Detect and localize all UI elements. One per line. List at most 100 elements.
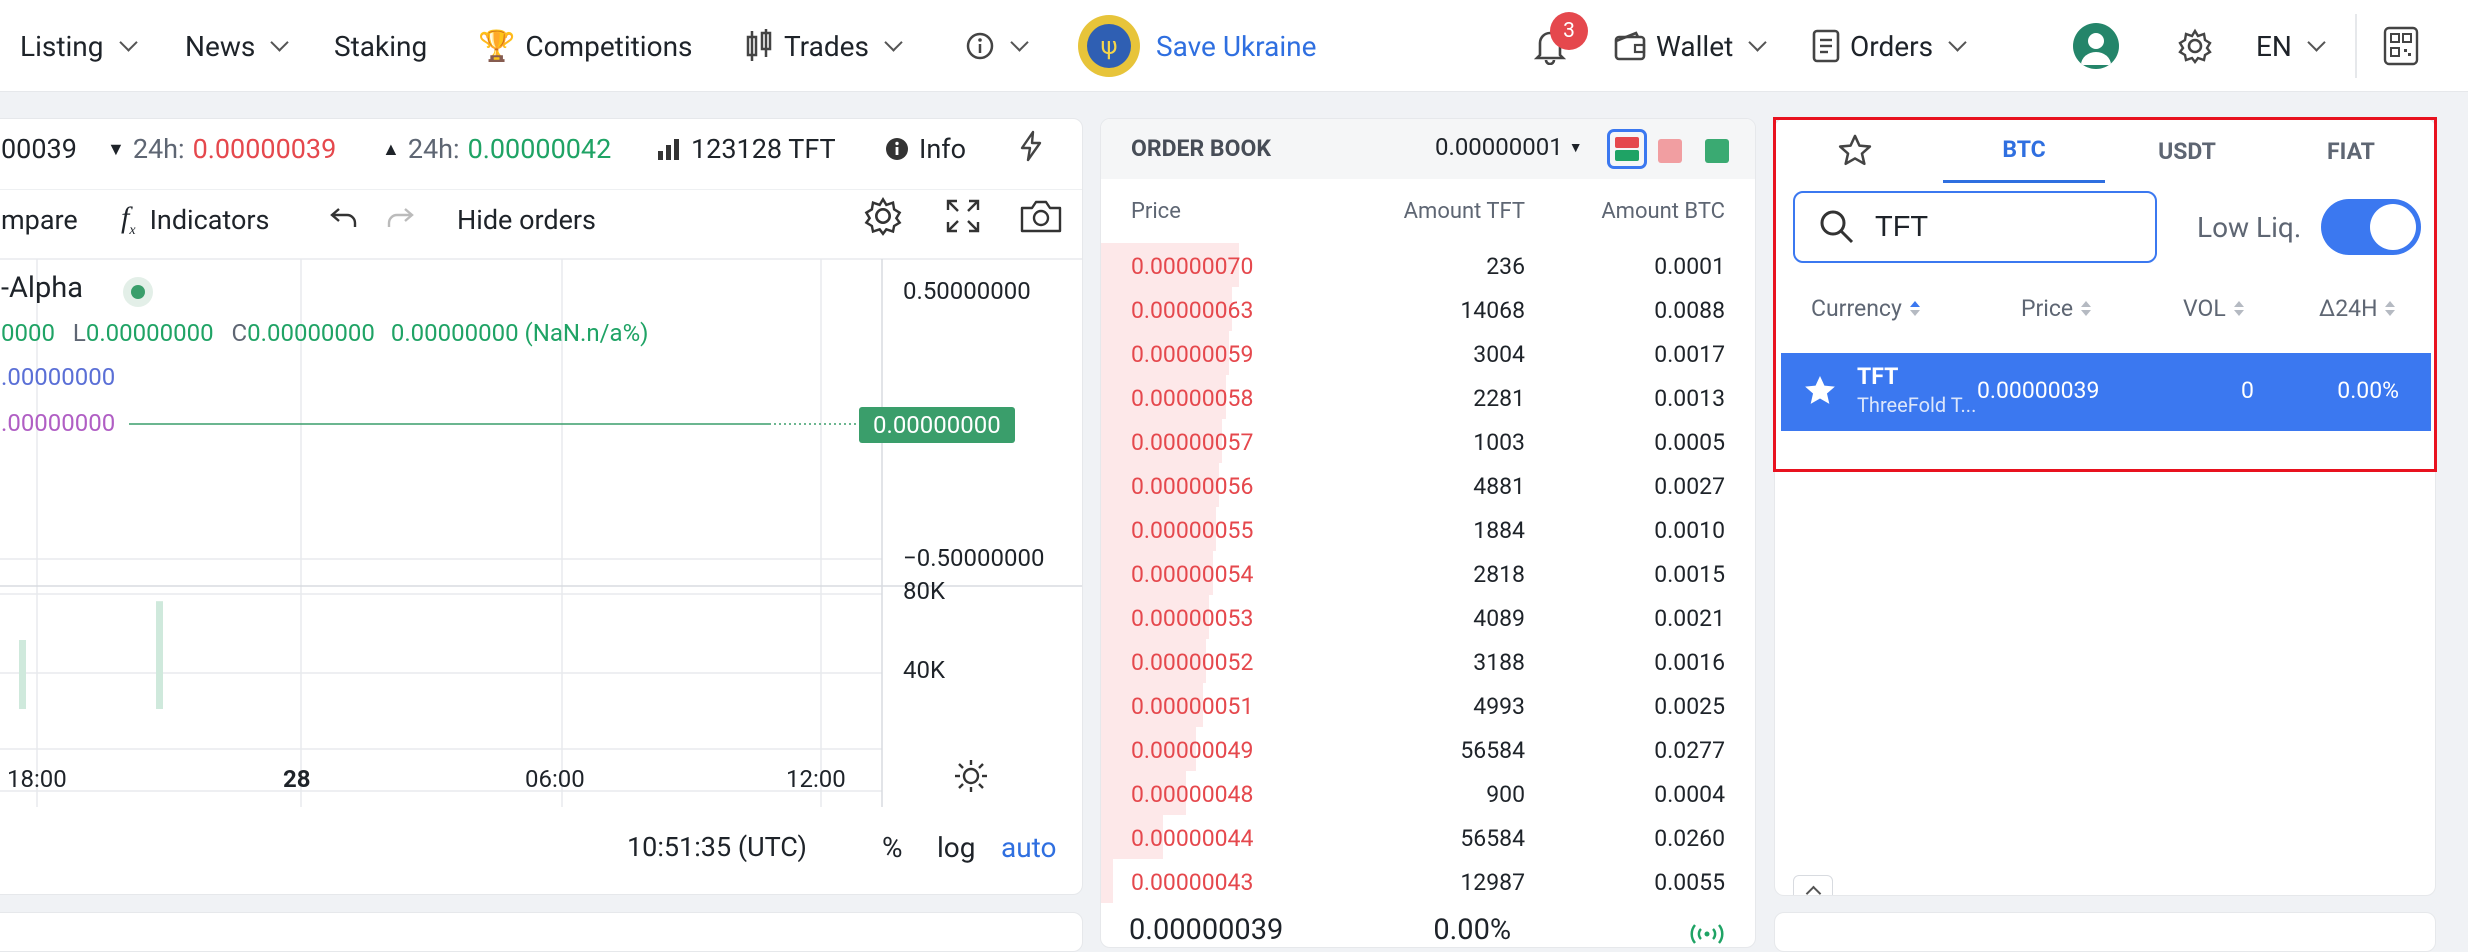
nav-trades[interactable]: Trades	[744, 0, 903, 92]
order-book-row[interactable]: 0.00000058 2281 0.0013	[1101, 375, 1755, 419]
star-filled-icon[interactable]	[1801, 372, 1839, 410]
order-book-row[interactable]: 0.00000057 1003 0.0005	[1101, 419, 1755, 463]
depth-bar	[1101, 287, 1232, 331]
nav-wallet[interactable]: Wallet	[1614, 0, 1767, 92]
nav-divider	[2355, 14, 2357, 78]
collapse-button[interactable]	[1793, 875, 1833, 895]
col-vol-header[interactable]: VOL	[2183, 295, 2244, 322]
search-input[interactable]	[1873, 209, 2113, 245]
nav-news[interactable]: News	[185, 0, 290, 92]
nav-staking[interactable]: Staking	[334, 0, 427, 92]
chevron-down-icon	[1748, 32, 1767, 52]
order-book-row[interactable]: 0.00000053 4089 0.0021	[1101, 595, 1755, 639]
function-icon: fx	[121, 200, 136, 238]
search-field[interactable]	[1793, 191, 2157, 263]
col-currency-header[interactable]: Currency	[1811, 295, 1920, 322]
redo-icon[interactable]	[385, 204, 415, 236]
tab-favorites[interactable]	[1775, 119, 1935, 183]
lightning-icon[interactable]	[1017, 130, 1045, 169]
high-24h-label: 24h:	[407, 133, 460, 165]
order-book-row[interactable]: 0.00000044 56584 0.0260	[1101, 815, 1755, 859]
compare-button[interactable]: mpare	[1, 203, 78, 236]
low-liquidity-toggle[interactable]	[2321, 199, 2421, 255]
ma2-value: .00000000	[1, 409, 116, 437]
indicators-button[interactable]: fx Indicators	[121, 201, 269, 239]
order-book-title: ORDER BOOK	[1131, 135, 1271, 162]
nav-info-menu[interactable]	[965, 0, 1029, 92]
col-change-label: Δ24H	[2319, 295, 2378, 322]
ask-amount: 2281	[1473, 385, 1525, 412]
col-vol-label: VOL	[2183, 295, 2226, 322]
camera-icon[interactable]	[1019, 198, 1063, 241]
price-chart[interactable]	[0, 119, 1083, 895]
user-avatar-button[interactable]	[2073, 0, 2119, 92]
market-row[interactable]: TFT ThreeFold T... 0.00000039 0 0.00%	[1781, 353, 2431, 431]
nav-orders-label: Orders	[1850, 29, 1934, 63]
info-button[interactable]: Info	[885, 133, 966, 165]
ukraine-crest-icon: ψ	[1078, 15, 1140, 77]
hide-orders-button[interactable]: Hide orders	[457, 203, 596, 236]
nav-orders[interactable]: Orders	[1812, 0, 1967, 92]
depth-bar	[1101, 727, 1196, 771]
volume-axis-tick: 40K	[903, 656, 946, 684]
ask-total: 0.0277	[1654, 737, 1725, 764]
undo-icon[interactable]	[329, 204, 359, 236]
ask-amount: 1884	[1473, 517, 1525, 544]
order-book-row[interactable]: 0.00000055 1884 0.0010	[1101, 507, 1755, 551]
markets-panel: BTC USDT FIAT Low Liq. Currency Price VO…	[1774, 118, 2436, 896]
order-book-row[interactable]: 0.00000056 4881 0.0027	[1101, 463, 1755, 507]
ask-price: 0.00000070	[1131, 253, 1254, 280]
fullscreen-icon[interactable]	[945, 198, 981, 241]
time-axis-tick: 06:00	[525, 765, 585, 793]
ask-price: 0.00000058	[1131, 385, 1254, 412]
chart-settings-icon[interactable]	[863, 196, 903, 243]
order-book-row[interactable]: 0.00000070 236 0.0001	[1101, 243, 1755, 287]
order-book-row[interactable]: 0.00000054 2818 0.0015	[1101, 551, 1755, 595]
last-price-tag: 0.00000000	[859, 407, 1015, 443]
language-selector[interactable]: EN	[2256, 0, 2326, 92]
col-total: Amount BTC	[1601, 199, 1725, 224]
log-scale-toggle[interactable]: log	[937, 831, 976, 864]
last-trade-row: 0.00000039 0.00%	[1129, 913, 1511, 947]
depth-bar	[1101, 639, 1206, 683]
save-ukraine-link[interactable]: ψ Save Ukraine	[1078, 0, 1316, 92]
volume-24h-value: 123128 TFT	[691, 133, 836, 165]
order-book-row[interactable]: 0.00000048 900 0.0004	[1101, 771, 1755, 815]
wallet-icon	[1614, 31, 1646, 61]
precision-select[interactable]: 0.00000001 ▼	[1435, 133, 1583, 161]
order-book-row[interactable]: 0.00000059 3004 0.0017	[1101, 331, 1755, 375]
ask-total: 0.0016	[1654, 649, 1725, 676]
volume-bars	[19, 601, 163, 709]
ask-total: 0.0004	[1654, 781, 1725, 808]
qr-code-button[interactable]	[2383, 0, 2419, 92]
depth-bar	[1101, 375, 1226, 419]
bids-icon	[1615, 150, 1639, 161]
percent-scale-toggle[interactable]: %	[882, 831, 903, 864]
nav-listing[interactable]: Listing	[20, 0, 138, 92]
chevron-up-icon	[1805, 885, 1821, 895]
tab-btc[interactable]: BTC	[1943, 119, 2105, 183]
view-bids-button[interactable]	[1705, 139, 1729, 163]
order-book-row[interactable]: 0.00000043 12987 0.0055	[1101, 859, 1755, 903]
ask-total: 0.0001	[1654, 253, 1725, 280]
view-both-button[interactable]	[1607, 129, 1647, 169]
settings-button[interactable]	[2177, 0, 2213, 92]
col-change-header[interactable]: Δ24H	[2319, 295, 2396, 322]
order-book-row[interactable]: 0.00000049 56584 0.0277	[1101, 727, 1755, 771]
col-price: Price	[1131, 199, 1181, 224]
order-book-row[interactable]: 0.00000052 3188 0.0016	[1101, 639, 1755, 683]
view-asks-button[interactable]	[1658, 139, 1682, 163]
ask-amount: 3004	[1473, 341, 1525, 368]
order-book-row[interactable]: 0.00000063 14068 0.0088	[1101, 287, 1755, 331]
chart-grid	[0, 258, 1082, 807]
trophy-icon: 🏆	[478, 28, 516, 64]
last-price: 00039	[1, 133, 77, 165]
col-price-header[interactable]: Price	[2021, 295, 2092, 322]
auto-scale-toggle[interactable]: auto	[1001, 831, 1057, 864]
order-book-row[interactable]: 0.00000051 4993 0.0025	[1101, 683, 1755, 727]
tab-fiat[interactable]: FIAT	[2327, 137, 2375, 165]
nav-competitions[interactable]: 🏆 Competitions	[478, 0, 693, 92]
depth-bar	[1101, 463, 1219, 507]
sun-icon[interactable]	[954, 759, 988, 797]
tab-usdt[interactable]: USDT	[2158, 137, 2216, 165]
